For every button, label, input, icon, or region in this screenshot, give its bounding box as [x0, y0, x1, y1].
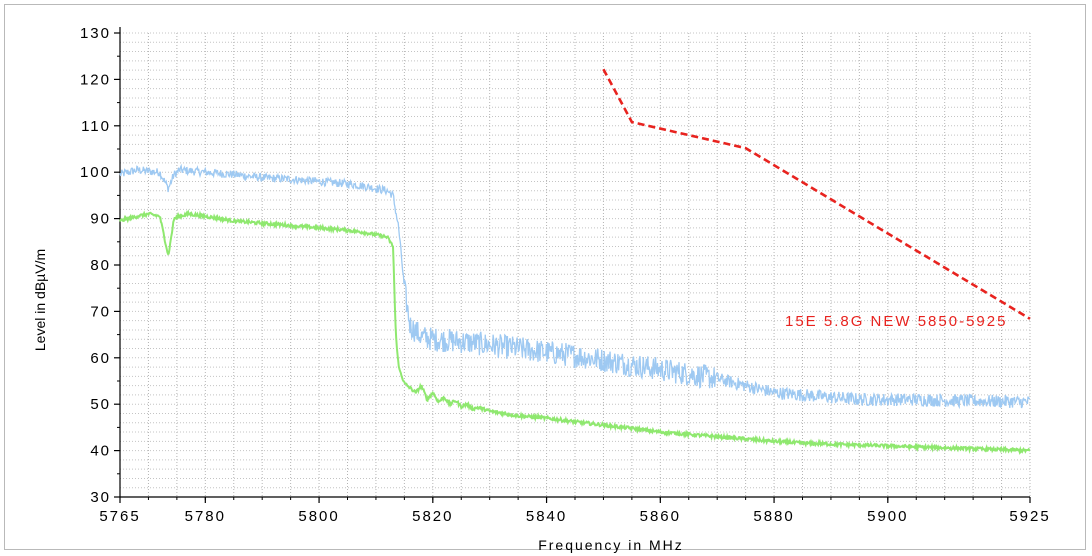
y-tick-label: 70 — [90, 303, 111, 320]
series-line-peak — [119, 163, 1031, 410]
y-tick-label: 100 — [80, 164, 111, 181]
y-tick-label: 60 — [90, 350, 111, 367]
x-tick-label: 5880 — [753, 508, 794, 525]
series-line-average — [119, 209, 1031, 456]
y-tick-label: 40 — [90, 443, 111, 460]
axes: 30 40 50 60 70 80 90 100 110 120 130 5765 5780 5800 58… — [80, 25, 1050, 525]
x-tick-label: 5765 — [99, 508, 140, 525]
x-tick-label: 5860 — [640, 508, 681, 525]
x-tick-label: 5840 — [526, 508, 567, 525]
x-tick-label: 5780 — [185, 508, 226, 525]
x-tick-label: 5925 — [1009, 508, 1050, 525]
y-tick-label: 90 — [90, 211, 111, 228]
y-tick-label: 50 — [90, 396, 111, 413]
x-tick-label: 5900 — [867, 508, 908, 525]
grid — [119, 32, 1031, 498]
y-tick-label: 130 — [80, 25, 111, 42]
y-tick-label: 30 — [90, 489, 111, 506]
series-line-limit — [602, 68, 1031, 320]
y-tick-label: 80 — [90, 257, 111, 274]
series-layer: 15E 5.8G NEW 5850-5925 — [119, 68, 1031, 456]
y-tick-label: 110 — [81, 118, 111, 135]
x-tick-label: 5800 — [298, 508, 339, 525]
chart-frame — [4, 4, 1086, 550]
y-tick-label: 120 — [80, 71, 111, 88]
x-axis-label: Frequency in MHz — [538, 537, 684, 553]
limit-line-label: 15E 5.8G NEW 5850-5925 — [785, 313, 1007, 330]
y-axis-label: Level in dBµV/m — [32, 249, 48, 351]
x-tick-label: 5820 — [412, 508, 453, 525]
